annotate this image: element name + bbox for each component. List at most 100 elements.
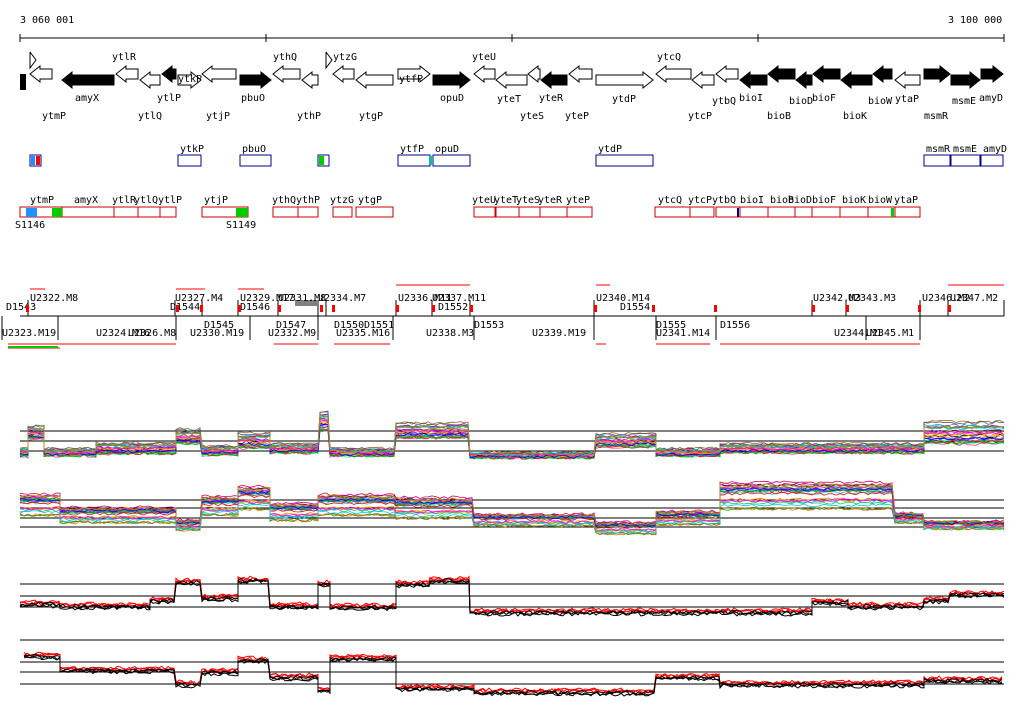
gene-arrow bbox=[655, 64, 692, 84]
gene-arrow bbox=[397, 64, 431, 84]
segment-marker bbox=[320, 305, 323, 312]
segment-label-upper: U2337.M11 bbox=[432, 293, 486, 304]
plus-feature-label: ytfP bbox=[400, 144, 424, 155]
minus-feature-box bbox=[767, 206, 796, 218]
minus-feature-box bbox=[894, 206, 921, 218]
highlight-mark bbox=[236, 208, 248, 217]
down-label: D1550 bbox=[334, 320, 364, 331]
minus-feature-label: yteS bbox=[516, 195, 540, 206]
minus-feature-label: ytzG bbox=[330, 195, 354, 206]
gene-label: ythQ bbox=[273, 52, 297, 63]
gene-label: yteR bbox=[539, 93, 564, 104]
gene-arrow bbox=[527, 64, 541, 84]
segment-marker bbox=[332, 305, 335, 312]
gene-arrow bbox=[29, 51, 37, 70]
gene-arrow bbox=[715, 64, 739, 84]
gene-arrow-track: ytmP amyX ytlR ytlQ ytlP ytkP ytjP pbuO ythQ ythP… bbox=[20, 51, 1004, 122]
segment-marker bbox=[278, 305, 281, 312]
gene-arrow bbox=[432, 70, 471, 90]
gene-label: ytjP bbox=[206, 111, 230, 122]
minus-feature-label: yteP bbox=[566, 195, 590, 206]
minus-feature-box bbox=[473, 206, 496, 218]
profile-line bbox=[19, 577, 1005, 616]
minus-feature-box bbox=[355, 206, 394, 218]
minus-feature-label: ytcP bbox=[688, 195, 712, 206]
minus-feature-label: bioD bbox=[788, 195, 812, 206]
minus-feature-box bbox=[518, 206, 541, 218]
highlight-mark bbox=[891, 208, 894, 217]
gene-label: amyD bbox=[979, 93, 1003, 104]
minus-feature-label: ytgP bbox=[358, 195, 382, 206]
gene-label: ytaP bbox=[895, 94, 919, 105]
minus-feature-box bbox=[272, 206, 299, 218]
gene-label: bioK bbox=[843, 111, 867, 122]
gene-arrow bbox=[20, 74, 26, 90]
gene-label: ytkP bbox=[178, 74, 202, 85]
gene-label: msmE bbox=[952, 96, 976, 107]
gene-arrow bbox=[332, 64, 355, 84]
plus-feature-label: pbuO bbox=[242, 144, 266, 155]
gene-label: ytzG bbox=[333, 52, 357, 63]
minus-feature-label: yteR bbox=[538, 195, 563, 206]
profile-line bbox=[19, 410, 1005, 455]
gene-arrow bbox=[355, 70, 394, 90]
down-label: D1556 bbox=[720, 320, 750, 331]
plus-feature-label: msmE bbox=[953, 144, 977, 155]
minus-feature-box bbox=[297, 206, 319, 218]
segment-label-lower: U2335.M16 bbox=[336, 328, 390, 339]
minus-feature-box bbox=[113, 206, 139, 218]
segment-label-lower: U2339.M19 bbox=[532, 328, 586, 339]
plus-feature-box bbox=[432, 154, 471, 167]
minus-feature-label: ytlP bbox=[158, 195, 182, 206]
gene-label: ytlQ bbox=[138, 111, 162, 122]
gene-label: bioB bbox=[767, 111, 791, 122]
down-label: D1547 bbox=[276, 320, 306, 331]
segment-label-lower: U2338.M3 bbox=[426, 328, 474, 339]
gene-arrow bbox=[272, 64, 301, 84]
profile-line bbox=[19, 482, 1004, 526]
minus-feature-box bbox=[811, 206, 841, 218]
minus-feature-label: ytlR bbox=[112, 195, 137, 206]
expression-profile-panels bbox=[19, 410, 1005, 697]
segment-label-upper: U2327.M4 bbox=[175, 293, 223, 304]
gene-label: pbuO bbox=[241, 93, 265, 104]
gene-arrow bbox=[568, 64, 593, 84]
minus-feature-box bbox=[715, 206, 741, 218]
segment-label-lower: U2341.M14 bbox=[656, 328, 710, 339]
gene-arrow bbox=[691, 70, 715, 90]
gene-arrow bbox=[894, 70, 921, 90]
gene-arrow bbox=[239, 70, 272, 90]
highlight-mark bbox=[429, 156, 433, 165]
ruler-start-label: 3 060 001 bbox=[20, 15, 74, 26]
plus-feature-box bbox=[29, 154, 42, 167]
gene-label: ythP bbox=[297, 111, 321, 122]
minus-feature-label: bioW bbox=[868, 195, 893, 206]
highlight-mark bbox=[26, 208, 37, 217]
segment-marker bbox=[396, 305, 399, 312]
profile-line bbox=[23, 653, 1003, 695]
gene-label: bioD bbox=[789, 96, 813, 107]
profile-line bbox=[19, 483, 1005, 526]
segment-marker bbox=[948, 305, 951, 312]
segment-label-lower: U2332.M9 bbox=[268, 328, 316, 339]
plus-feature-label: ytkP bbox=[180, 144, 204, 155]
gene-label: ytlR bbox=[112, 52, 137, 63]
profile-line bbox=[19, 487, 1005, 527]
gene-arrow bbox=[595, 70, 654, 90]
minus-feature-label: bioB bbox=[770, 195, 794, 206]
segment-marker bbox=[470, 305, 473, 312]
down-label: D1552 bbox=[438, 302, 468, 313]
highlight-mark bbox=[52, 208, 62, 217]
profile-line bbox=[19, 579, 1005, 617]
gene-arrow bbox=[325, 51, 333, 70]
gene-arrow bbox=[950, 70, 981, 90]
segment-marker bbox=[812, 305, 815, 312]
gene-arrow bbox=[177, 70, 202, 90]
minus-feature-box bbox=[839, 206, 869, 218]
segment-label-lower: U2345.M1 bbox=[866, 328, 914, 339]
gene-label: msmR bbox=[924, 111, 949, 122]
segment-label-upper: U2331.M8 bbox=[278, 293, 326, 304]
segmentation-track: U2322.M8 U2327.M4 U2329.M17U2331.M8U2334.M… bbox=[1, 284, 1005, 349]
